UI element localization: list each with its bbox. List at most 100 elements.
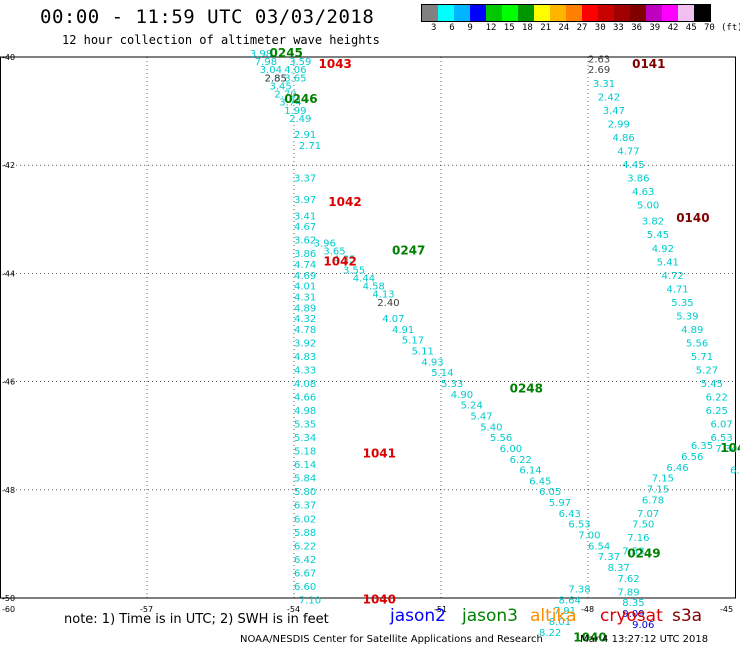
color-scale-tick: 42 (667, 23, 679, 33)
wave-height-reading: 5.24 (461, 401, 483, 412)
color-swatch (646, 5, 662, 21)
pass-time-label: 0245 (270, 46, 303, 60)
wave-height-reading: 5.88 (294, 528, 316, 539)
wave-height-reading: 5.35 (294, 420, 316, 431)
wave-height-reading: 3.97 (294, 195, 316, 206)
wave-height-reading: 4.83 (294, 352, 316, 363)
wave-height-reading: 7.00 (578, 530, 600, 541)
pass-time-label: 0248 (510, 381, 543, 395)
wave-height-reading: 3.62 (294, 236, 316, 247)
generated-timestamp: Mar 4 13:27:12 UTC 2018 (580, 634, 709, 645)
latitude-label: -46 (2, 378, 15, 387)
pass-time-label: 0141 (632, 57, 665, 71)
wave-height-reading: 9.06 (632, 620, 654, 631)
wave-height-reading: 2.71 (299, 141, 321, 152)
wave-height-reading: 7.10 (299, 595, 321, 606)
wave-height-reading: 5.56 (490, 433, 512, 444)
wave-height-reading: 5.71 (691, 352, 713, 363)
wave-height-reading: 6.35 (691, 441, 713, 452)
wave-height-reading: 6.60 (294, 582, 316, 593)
pass-time-label: 1041 (720, 441, 740, 455)
wave-height-reading: 4.74 (294, 260, 316, 271)
wave-height-reading: 3.55 (343, 265, 365, 276)
wave-height-reading: 6.22 (294, 541, 316, 552)
longitude-label: -51 (434, 605, 447, 614)
wave-height-reading: 7.07 (637, 509, 659, 520)
color-scale-tick: 9 (467, 23, 473, 33)
wave-height-reading: 4.01 (294, 282, 316, 293)
wave-height-reading: 4.86 (613, 133, 635, 144)
pass-time-label: 1043 (319, 57, 352, 71)
pass-time-label: 1040 (363, 592, 396, 606)
pass-time-label: 1042 (323, 254, 356, 268)
wave-height-reading: 4.89 (294, 303, 316, 314)
wave-height-reading: 2.85 (265, 73, 287, 84)
color-scale-tick: 6 (449, 23, 455, 33)
wave-height-reading: 3.92 (294, 338, 316, 349)
page-title: 00:00 - 11:59 UTC 03/03/2018 (40, 6, 375, 28)
wave-height-reading: 4.13 (372, 290, 394, 301)
pass-time-label: 1042 (328, 195, 361, 209)
wave-height-reading: 4.72 (662, 271, 684, 282)
wave-height-reading: 7.89 (617, 587, 639, 598)
wave-height-reading: 7.38 (568, 585, 590, 596)
wave-height-reading: 6.56 (681, 452, 703, 463)
wave-height-reading: 4.44 (353, 274, 375, 285)
latitude-label: -44 (2, 269, 15, 278)
color-swatch (694, 5, 710, 21)
wave-height-reading: 7.16 (627, 533, 649, 544)
wave-height-reading: 8.22 (539, 628, 561, 639)
page-subtitle: 12 hour collection of altimeter wave hei… (62, 33, 380, 47)
wave-height-reading: 6.45 (529, 476, 551, 487)
wave-height-reading: 6.37 (294, 501, 316, 512)
satellite-legend-item: cryosat (600, 606, 663, 626)
wave-height-reading: 3.31 (593, 79, 615, 90)
wave-height-reading: 7.50 (632, 520, 654, 531)
color-swatch (422, 5, 438, 21)
wave-height-reading: 4.71 (666, 284, 688, 295)
wave-height-reading: 4.77 (617, 146, 639, 157)
color-swatch (502, 5, 518, 21)
wave-height-reading: 4.07 (382, 314, 404, 325)
wave-height-reading: 4.45 (622, 160, 644, 171)
wave-height-reading: 6.00 (500, 444, 522, 455)
color-scale-tick: 45 (685, 23, 697, 33)
wave-height-reading: 5.17 (402, 336, 424, 347)
wave-height-reading: 7.37 (598, 552, 620, 563)
map-frame (0, 56, 736, 599)
wave-height-reading: 8.01 (549, 617, 571, 628)
wave-height-reading: 4.78 (294, 325, 316, 336)
wave-height-reading: 6.78 (642, 495, 664, 506)
wave-height-reading: 5.00 (637, 200, 659, 211)
wave-height-reading: 4.63 (632, 187, 654, 198)
wave-height-reading: 3.65 (284, 73, 306, 84)
wave-height-reading: 4.58 (363, 282, 385, 293)
color-scale-tick: 12 (485, 23, 497, 33)
color-swatch (598, 5, 614, 21)
longitude-label: -54 (287, 605, 300, 614)
wave-height-reading: 7.15 (652, 474, 674, 485)
wave-height-reading: 5.80 (294, 487, 316, 498)
color-scale-tick: 30 (594, 23, 606, 33)
color-swatch (582, 5, 598, 21)
wave-height-reading: 4.98 (294, 406, 316, 417)
wave-height-reading: 5.84 (294, 474, 316, 485)
color-swatch (630, 5, 646, 21)
color-scale-bar (421, 4, 711, 22)
pass-time-label: 1040 (573, 630, 606, 644)
wave-height-reading: 4.90 (451, 390, 473, 401)
credit-line: NOAA/NESDIS Center for Satellite Applica… (240, 634, 543, 645)
wave-height-reading: 5.41 (657, 257, 679, 268)
wave-height-reading: 4.69 (294, 271, 316, 282)
pass-time-label: 0247 (392, 243, 425, 257)
wave-height-reading: 6.69 (730, 466, 740, 477)
color-scale-tick: 27 (576, 23, 588, 33)
longitude-label: -60 (2, 605, 15, 614)
wave-height-reading: 5.97 (549, 498, 571, 509)
satellite-legend-item: jason3 (462, 606, 518, 626)
wave-height-reading: 7.53 (622, 547, 644, 558)
wave-height-reading: 4.08 (294, 379, 316, 390)
wave-height-reading: 6.07 (711, 420, 733, 431)
